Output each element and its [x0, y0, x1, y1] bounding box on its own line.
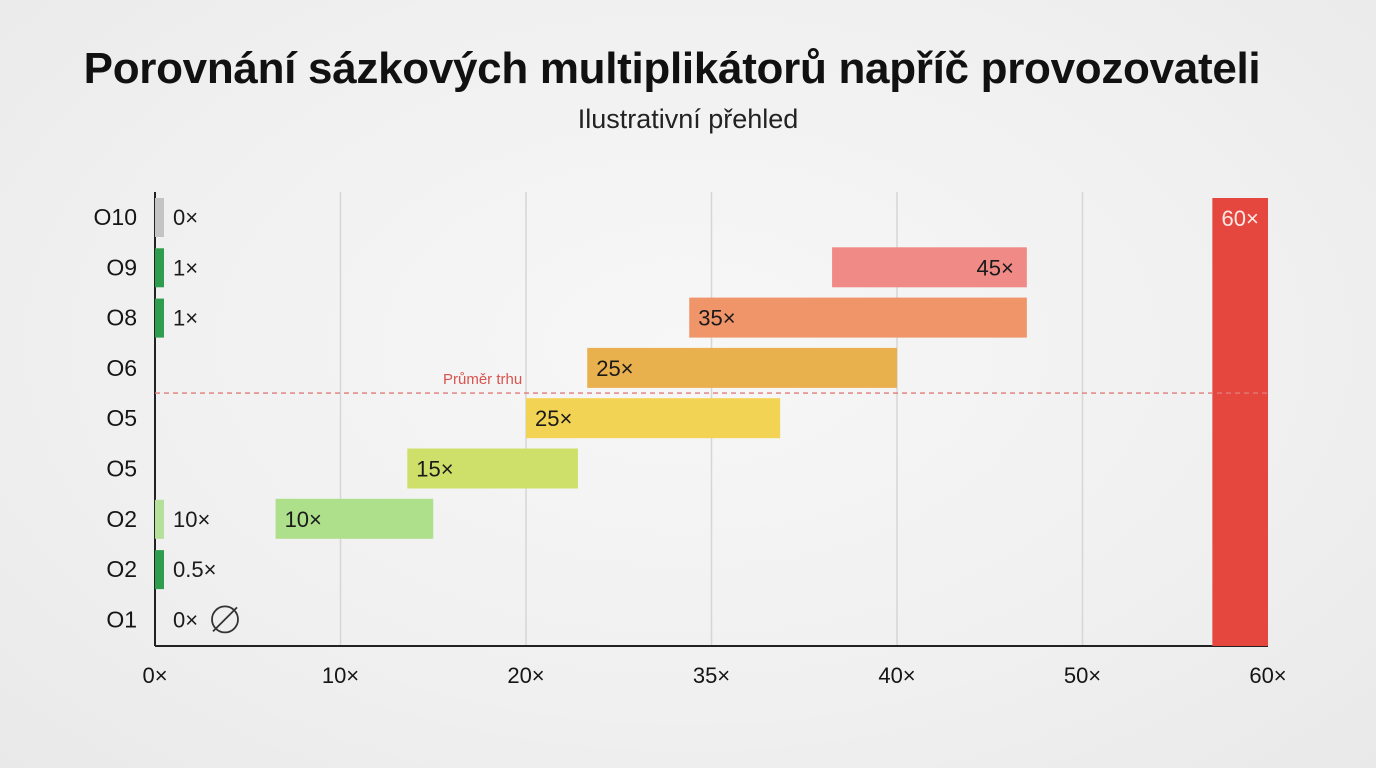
highlight-bar	[1212, 198, 1268, 646]
highlight-bar-label: 60×	[1222, 206, 1259, 231]
x-tick-label: 10×	[322, 663, 359, 688]
stub-value-label: 0.5×	[173, 557, 216, 582]
data-bar	[275, 498, 434, 539]
x-tick-label: 20×	[507, 663, 544, 688]
y-category-label: O8	[106, 305, 137, 331]
x-tick-label: 60×	[1249, 663, 1286, 688]
stub-value-label: 0×	[173, 607, 198, 632]
stub-value-label: 0×	[173, 205, 198, 230]
stub-bar	[155, 550, 164, 590]
data-bar-label: 25×	[535, 406, 572, 431]
no-bonus-icon	[211, 605, 239, 634]
chart-title: Porovnání sázkových multiplikátorů napří…	[83, 44, 1261, 93]
data-bar	[587, 347, 897, 388]
data-bar	[407, 448, 578, 489]
stub-bar	[155, 298, 164, 338]
stub-bar	[155, 198, 164, 237]
data-bar-label: 45×	[977, 255, 1014, 280]
data-bar	[526, 398, 781, 439]
x-tick-label: 35×	[693, 663, 730, 688]
y-category-label: O9	[106, 254, 137, 280]
x-tick-label: 50×	[1064, 663, 1101, 688]
y-category-label: O5	[106, 456, 137, 482]
data-bar-label: 10×	[285, 507, 322, 532]
y-category-label: O2	[106, 506, 137, 532]
data-bar-label: 25×	[596, 356, 633, 381]
chart-subtitle: Ilustrativní přehled	[577, 104, 799, 134]
data-bar	[832, 247, 1027, 288]
stub-value-label: 10×	[173, 507, 210, 532]
reference-line-label: Průměr trhu	[443, 371, 522, 388]
stub-bar	[155, 499, 164, 539]
stub-value-label: 1×	[173, 255, 198, 280]
y-category-label: O10	[94, 204, 137, 230]
data-bar	[689, 297, 1027, 338]
stub-bar	[155, 248, 164, 288]
no-bonus-icon-slash	[212, 606, 238, 633]
x-tick-label: 40×	[878, 663, 915, 688]
y-category-label: O2	[106, 556, 137, 582]
y-category-label: O5	[106, 405, 137, 431]
y-category-label: O1	[106, 606, 137, 632]
y-category-label: O6	[106, 355, 137, 381]
data-bar-label: 15×	[416, 457, 453, 482]
stub-value-label: 1×	[173, 306, 198, 331]
x-tick-label: 0×	[142, 663, 167, 688]
data-bar-label: 35×	[698, 306, 735, 331]
